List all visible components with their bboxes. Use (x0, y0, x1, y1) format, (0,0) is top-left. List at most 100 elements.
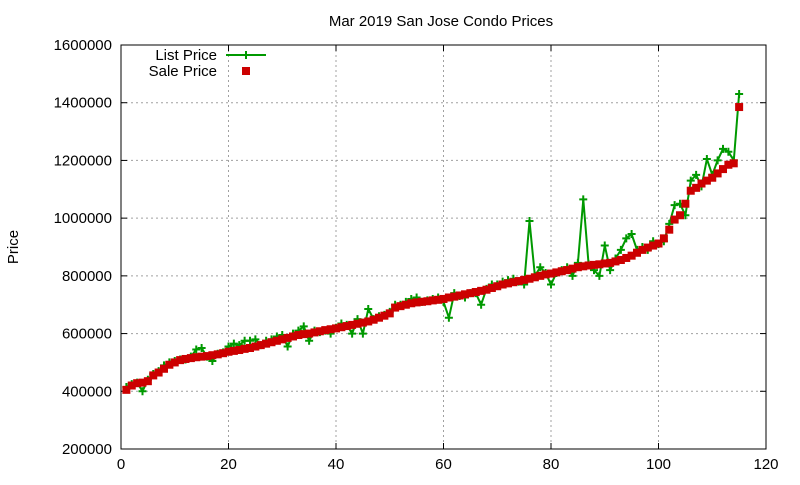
sale-price-point (289, 332, 297, 341)
sale-price-point (670, 215, 679, 224)
sale-price-point (638, 245, 647, 254)
sale-price-point (299, 330, 308, 339)
sale-price-point (450, 292, 459, 301)
sale-price-point (633, 248, 641, 257)
list-price-point (627, 230, 636, 239)
sale-price-point (514, 277, 523, 286)
sale-price-point (353, 319, 362, 328)
sale-price-point (477, 286, 486, 295)
sale-price-point (665, 225, 674, 234)
sale-price-point (627, 251, 636, 260)
list-price-point (138, 387, 147, 396)
legend: List Price Sale Price (149, 47, 266, 80)
sale-price-point (654, 239, 663, 248)
sale-price-point (487, 283, 496, 292)
sale-price-point (547, 269, 555, 278)
list-price-point (616, 245, 625, 254)
x-tick-label: 20 (220, 456, 237, 473)
sale-price-point (530, 273, 539, 282)
sale-price-point (294, 331, 303, 340)
list-price-point (600, 241, 609, 250)
list-price-point (283, 342, 292, 351)
sale-price-point (176, 356, 185, 365)
sale-price-point (584, 261, 593, 270)
sale-price-point (342, 322, 351, 331)
sale-price-point (326, 325, 335, 334)
sale-price-point (509, 278, 518, 287)
sale-price-point (278, 335, 287, 344)
sale-price-point (471, 288, 480, 297)
y-tick-label: 200000 (62, 441, 112, 458)
sale-price-point (337, 323, 346, 332)
sale-price-point (482, 285, 491, 294)
sale-price-point (536, 271, 545, 280)
sale-price-point (138, 378, 147, 387)
chart-title: Mar 2019 San Jose Condo Prices (329, 13, 553, 30)
sale-price-point (154, 368, 163, 377)
sale-price-point (401, 300, 410, 309)
list-price-point (547, 280, 555, 289)
sale-price-point (428, 296, 437, 305)
sale-price-point (240, 344, 249, 353)
x-tick-label: 100 (646, 456, 671, 473)
sale-price-point (719, 165, 727, 174)
sale-price-point (659, 234, 668, 243)
sale-price-point (165, 360, 174, 369)
sale-price-point (369, 315, 378, 324)
x-tick-label: 0 (117, 456, 125, 473)
list-price-point (364, 305, 373, 314)
sale-price-point (391, 303, 400, 312)
list-price-point (579, 195, 588, 204)
x-tick-label: 120 (753, 456, 778, 473)
sale-price-point (181, 354, 190, 363)
sale-price-point (702, 176, 711, 185)
sale-price-point (557, 267, 566, 276)
legend-label-list-price: List Price (155, 47, 217, 64)
sale-price-point (364, 317, 373, 326)
sale-price-point (235, 346, 244, 355)
sale-price-point (192, 353, 201, 362)
list-price-point (305, 336, 314, 345)
list-price-point (568, 271, 577, 280)
sale-price-point (735, 103, 744, 112)
sale-price-point (724, 160, 733, 169)
sale-price-point (676, 211, 684, 220)
sale-price-point (461, 290, 469, 299)
sale-price-point (246, 344, 254, 352)
sale-price-point (315, 327, 324, 336)
sale-price-point (418, 297, 426, 306)
y-tick-label: 400000 (62, 383, 112, 400)
list-price-point (670, 201, 679, 210)
sale-price-point (122, 385, 131, 394)
list-price-point (251, 335, 260, 344)
sale-price-point (611, 257, 620, 266)
sale-price-point (348, 320, 357, 329)
list-price-point (713, 156, 722, 165)
sale-price-point (681, 199, 690, 208)
list-price-point (192, 345, 201, 354)
list-price-point (686, 176, 695, 185)
sale-price-point (358, 318, 367, 327)
sale-price-point (251, 342, 260, 351)
x-tick-label: 80 (543, 456, 560, 473)
sale-price-point (127, 381, 136, 390)
y-tick-label: 1000000 (54, 210, 112, 227)
y-tick-label: 600000 (62, 326, 112, 343)
sale-price-point (697, 179, 706, 188)
sale-price-point (568, 264, 577, 273)
sale-price-point (520, 275, 529, 284)
sale-price-point (203, 352, 211, 361)
sale-price-point (219, 349, 228, 358)
sale-price-point (504, 279, 512, 288)
list-price-point (735, 90, 744, 99)
sale-price-point (310, 328, 319, 337)
grid (121, 45, 766, 449)
sale-price-point (606, 258, 615, 267)
sale-price-point (573, 263, 582, 272)
sale-price-point (186, 354, 195, 363)
legend-marker-sale-price (242, 67, 250, 75)
sale-price-point (552, 268, 561, 277)
sale-price-point (321, 326, 330, 335)
list-price-point (692, 170, 701, 179)
